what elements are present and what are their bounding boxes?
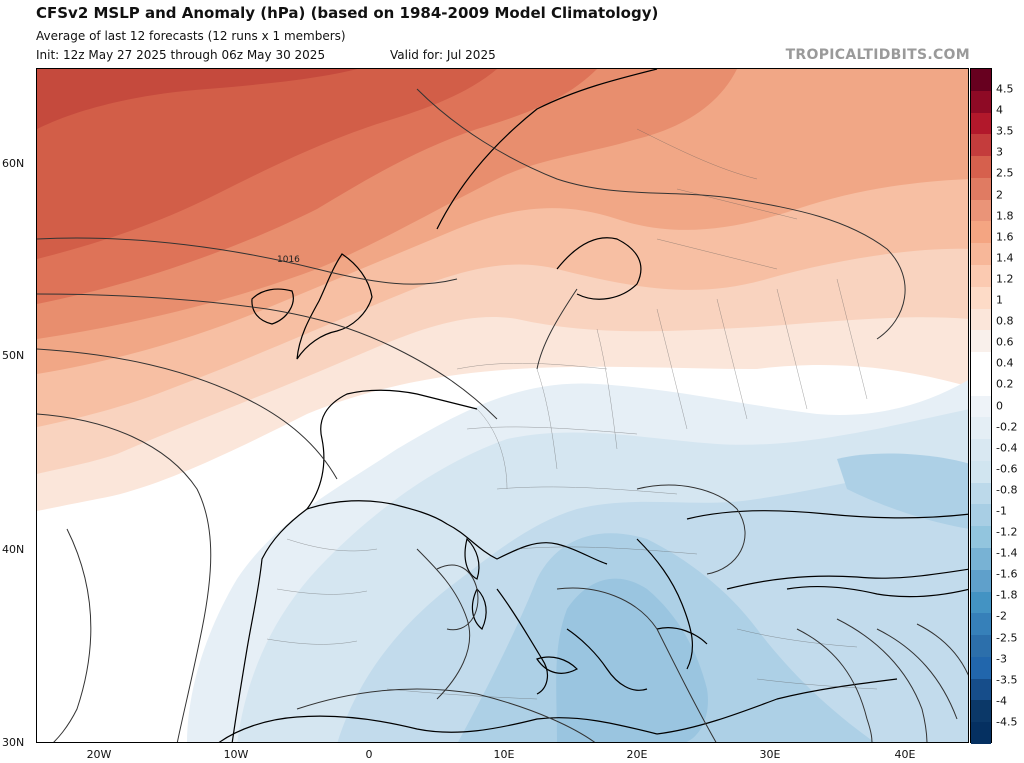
colorbar-tick-label: -0.2 — [996, 420, 1018, 434]
colorbar-tick-label: -1.8 — [996, 588, 1018, 602]
colorbar-tick-label: -1.6 — [996, 567, 1018, 581]
colorbar-segment — [971, 526, 991, 549]
map-panel: 1016 — [36, 68, 969, 743]
colorbar-segment — [971, 330, 991, 353]
chart-title: CFSv2 MSLP and Anomaly (hPa) (based on 1… — [36, 4, 659, 22]
colorbar-tick-label: 0.6 — [996, 335, 1014, 349]
lat-label-40n: 40N — [2, 543, 25, 556]
colorbar-segment — [971, 134, 991, 157]
colorbar-segment — [971, 635, 991, 658]
colorbar-tick-label: 1.2 — [996, 272, 1014, 286]
colorbar-tick-label: 2.5 — [996, 166, 1014, 180]
colorbar-segment — [971, 373, 991, 397]
colorbar-tick-label: -1.4 — [996, 546, 1018, 560]
lat-label-60n: 60N — [2, 157, 25, 170]
colorbar-tick-label: -4.5 — [996, 715, 1018, 729]
colorbar-segment — [971, 504, 991, 527]
colorbar-segment — [971, 722, 991, 745]
colorbar-segment — [971, 482, 991, 505]
isobars — [37, 88, 968, 742]
anomaly-map — [37, 69, 968, 742]
brand-watermark: TROPICALTIDBITS.COM — [785, 47, 970, 63]
colorbar-segment — [971, 700, 991, 723]
lon-label-30e: 30E — [759, 748, 781, 761]
colorbar-tick-label: -0.6 — [996, 462, 1018, 476]
lon-label-0: 0 — [365, 748, 373, 761]
colorbar-tick-label: -3.5 — [996, 673, 1018, 687]
colorbar-tick-label: -0.4 — [996, 441, 1018, 455]
colorbar-segment — [971, 199, 991, 222]
colorbar-tick-label: 3 — [996, 145, 1003, 159]
colorbar-tick-label: -2.5 — [996, 631, 1018, 645]
colorbar-tick-label: -3 — [996, 652, 1007, 666]
colorbar-tick-label: 1 — [996, 293, 1003, 307]
lon-label-10e: 10E — [493, 748, 515, 761]
lon-label-10w: 10W — [223, 748, 249, 761]
colorbar-segment — [971, 352, 991, 375]
colorbar-tick-label: 0 — [996, 399, 1003, 412]
colorbar-tick-label: -4 — [996, 694, 1007, 708]
lat-label-50n: 50N — [2, 349, 25, 362]
colorbar-segment — [971, 264, 991, 288]
colorbar-tick-label: 4 — [996, 103, 1003, 117]
valid-time: Valid for: Jul 2025 — [390, 48, 496, 62]
anomaly-fill-neg-1.0 — [556, 578, 708, 742]
colorbar-tick-label: -2 — [996, 609, 1007, 623]
lon-label-20w: 20W — [86, 748, 112, 761]
colorbar-segment — [971, 243, 991, 266]
colorbar-tick-label: 4.5 — [996, 82, 1014, 96]
admin-borders — [266, 128, 878, 700]
colorbar-segment — [971, 156, 991, 179]
colorbar-tick-label: 1.8 — [996, 209, 1014, 223]
colorbar-tick-label: 0.2 — [996, 377, 1014, 391]
colorbar-segment — [971, 286, 991, 309]
colorbar-tick-label: -0.8 — [996, 483, 1018, 497]
lat-label-30n: 30N — [2, 736, 25, 749]
colorbar-segment — [971, 613, 991, 636]
colorbar-segment — [971, 395, 991, 418]
colorbar-segment — [971, 591, 991, 614]
colorbar-segment — [971, 569, 991, 593]
init-time: Init: 12z May 27 2025 through 06z May 30… — [36, 48, 326, 62]
colorbar-tick-label: 0.8 — [996, 314, 1014, 328]
colorbar-segment — [971, 548, 991, 571]
colorbar-tick-label: 0.4 — [996, 356, 1014, 370]
colorbar-tick-label: -1 — [996, 504, 1007, 518]
colorbar-segment — [971, 90, 991, 114]
colorbar-segment — [971, 221, 991, 244]
colorbar-segment — [971, 308, 991, 331]
colorbar-segment — [971, 439, 991, 462]
colorbar-segment — [971, 460, 991, 484]
coastlines — [218, 69, 968, 742]
colorbar-tick-label: 2 — [996, 188, 1003, 202]
colorbar — [970, 68, 992, 745]
colorbar-segment — [971, 656, 991, 680]
colorbar-segment — [971, 678, 991, 701]
colorbar-segment — [971, 69, 991, 92]
colorbar-tick-label: 1.4 — [996, 251, 1014, 265]
chart-subtitle: Average of last 12 forecasts (12 runs x … — [36, 29, 346, 43]
lon-label-40e: 40E — [894, 748, 916, 761]
colorbar-tick-label: -1.2 — [996, 525, 1018, 539]
anomaly-fill-3.0 — [37, 69, 357, 129]
colorbar-tick-label: 1.6 — [996, 230, 1014, 244]
anomaly-fill-neg-0.8b — [837, 453, 968, 529]
lon-label-20e: 20E — [626, 748, 648, 761]
colorbar-segment — [971, 112, 991, 135]
colorbar-tick-label: 3.5 — [996, 124, 1014, 138]
anomaly-fill-2.6 — [37, 69, 497, 259]
colorbar-segment — [971, 417, 991, 440]
colorbar-segment — [971, 177, 991, 201]
isobar-label: 1016 — [277, 255, 300, 265]
